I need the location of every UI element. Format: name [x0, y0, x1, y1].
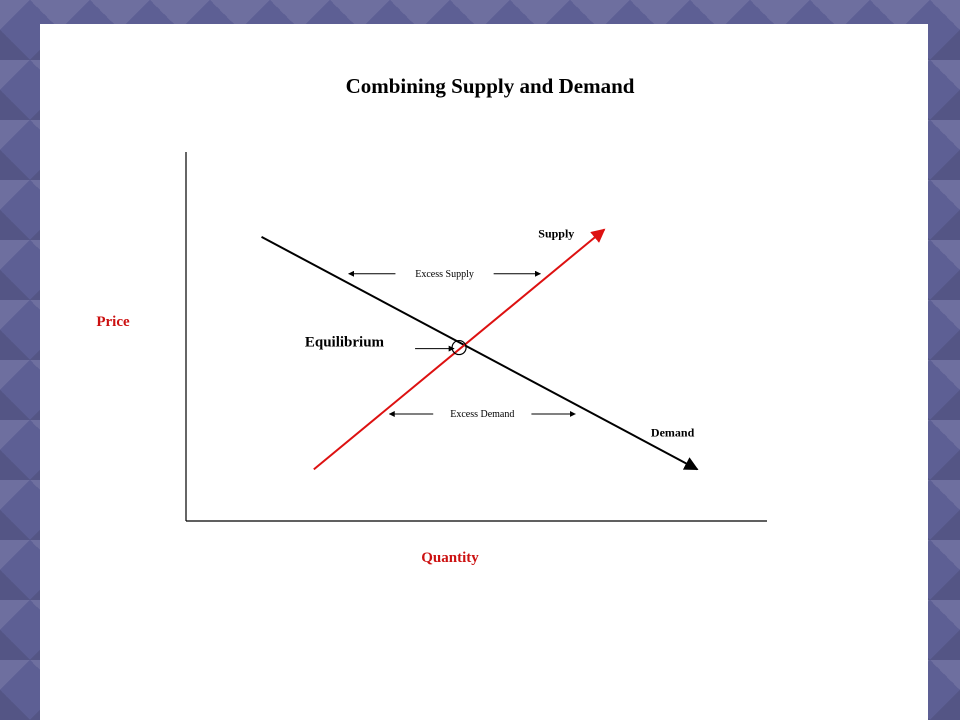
chart-marks: Demand Supply Equilibrium Excess Supply Exce…: [261, 226, 699, 471]
annotation-excess-demand: Excess Demand: [450, 409, 514, 420]
slide: Combining Supply and Demand Price Quanti…: [40, 24, 928, 720]
equilibrium-label: Equilibrium: [305, 335, 385, 351]
annotation-excess-supply: Excess Supply: [415, 269, 474, 280]
series-label-demand: Demand: [651, 425, 695, 439]
supply-demand-chart: Combining Supply and Demand Price Quanti…: [96, 74, 767, 566]
series-line-supply: [313, 228, 606, 471]
series-label-supply: Supply: [538, 226, 574, 240]
chart-title: Combining Supply and Demand: [346, 74, 635, 98]
y-axis-label: Price: [96, 314, 130, 330]
x-axis-label: Quantity: [421, 550, 479, 566]
series-line-demand: [261, 235, 699, 471]
